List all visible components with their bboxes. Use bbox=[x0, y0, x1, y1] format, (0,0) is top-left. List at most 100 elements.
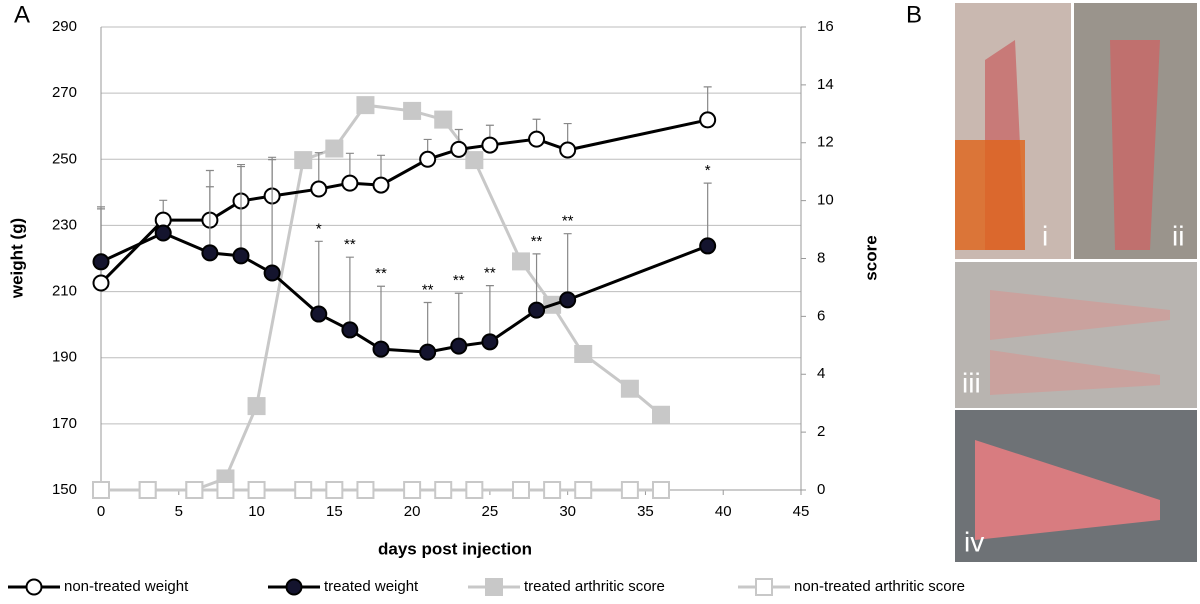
data-point bbox=[574, 344, 593, 363]
annotation: ** bbox=[453, 272, 465, 289]
x-tick-label: 30 bbox=[559, 503, 576, 520]
data-point bbox=[325, 481, 344, 499]
panel-label: B bbox=[906, 1, 922, 28]
x-axis-label: days post injection bbox=[378, 539, 532, 558]
x-tick-label: 35 bbox=[637, 503, 654, 520]
y-tick-label: 170 bbox=[52, 415, 77, 432]
y-tick-label: 230 bbox=[52, 216, 77, 233]
data-point bbox=[434, 481, 453, 499]
error-bar bbox=[237, 165, 245, 256]
annotation: ** bbox=[375, 265, 387, 282]
data-point bbox=[138, 481, 157, 499]
annotation: ** bbox=[531, 233, 543, 250]
annotation: ** bbox=[344, 236, 356, 253]
y2-tick-label: 0 bbox=[817, 481, 825, 498]
data-point bbox=[652, 481, 670, 499]
x-tick-label: 20 bbox=[404, 503, 421, 520]
data-point bbox=[450, 337, 468, 355]
data-point bbox=[419, 343, 437, 361]
legend-label: treated weight bbox=[324, 578, 419, 595]
x-tick-label: 45 bbox=[793, 503, 810, 520]
data-point bbox=[154, 224, 172, 242]
error-bar bbox=[454, 292, 463, 347]
legend-marker bbox=[285, 578, 303, 596]
data-point bbox=[92, 481, 110, 499]
y2-tick-label: 12 bbox=[817, 134, 834, 151]
data-point bbox=[528, 301, 546, 319]
x-tick-label: 40 bbox=[715, 503, 732, 520]
data-point bbox=[528, 130, 546, 148]
data-point bbox=[294, 151, 313, 170]
x-tick-label: 10 bbox=[248, 503, 265, 520]
annotation: ** bbox=[484, 265, 496, 282]
data-point bbox=[403, 101, 422, 120]
series-line bbox=[99, 118, 708, 285]
data-point bbox=[512, 252, 530, 271]
annotation: * bbox=[316, 220, 322, 237]
data-point bbox=[403, 481, 422, 499]
data-point bbox=[372, 176, 390, 194]
y-tick-label: 250 bbox=[52, 150, 77, 167]
photo-caption: ii bbox=[1172, 220, 1184, 251]
series-line bbox=[101, 103, 662, 492]
panel-label: A bbox=[14, 1, 30, 28]
photo-caption: iii bbox=[962, 367, 981, 398]
data-point bbox=[512, 481, 530, 499]
error-bar bbox=[377, 285, 385, 350]
data-point bbox=[481, 136, 499, 154]
y-tick-label: 150 bbox=[52, 481, 77, 498]
x-tick-label: 25 bbox=[482, 503, 499, 520]
y-tick-label: 210 bbox=[52, 283, 77, 300]
data-point bbox=[434, 110, 453, 129]
data-point bbox=[92, 274, 110, 292]
data-point bbox=[201, 244, 219, 262]
y2-tick-label: 6 bbox=[817, 307, 825, 324]
data-point bbox=[574, 481, 593, 499]
legend-marker bbox=[25, 578, 43, 596]
photo-caption: iv bbox=[964, 526, 984, 557]
data-point bbox=[372, 340, 390, 358]
legend-label: treated arthritic score bbox=[524, 578, 665, 595]
y-tick-label: 290 bbox=[52, 18, 77, 35]
x-tick-label: 5 bbox=[175, 503, 183, 520]
x-tick-label: 15 bbox=[326, 503, 343, 520]
data-point bbox=[341, 174, 359, 192]
data-point bbox=[481, 333, 499, 351]
y2-tick-label: 2 bbox=[817, 423, 825, 440]
y-tick-label: 270 bbox=[52, 84, 77, 101]
y-axis-label: weight (g) bbox=[7, 218, 26, 299]
y2-tick-label: 8 bbox=[817, 249, 825, 266]
y-tick-label: 190 bbox=[52, 349, 77, 366]
legend-label: non-treated arthritic score bbox=[794, 578, 965, 595]
photo-caption: i bbox=[1042, 220, 1048, 251]
annotation: * bbox=[705, 162, 711, 179]
photo-panel bbox=[955, 3, 1197, 562]
data-point bbox=[232, 247, 250, 265]
data-point bbox=[247, 481, 266, 499]
data-point bbox=[465, 151, 484, 170]
y2-axis-label: score bbox=[861, 235, 880, 280]
y2-tick-label: 10 bbox=[817, 192, 834, 209]
data-point bbox=[325, 139, 344, 158]
data-point bbox=[247, 397, 266, 416]
data-point bbox=[341, 321, 359, 339]
data-point bbox=[652, 405, 670, 424]
error-bar bbox=[703, 182, 712, 246]
error-bar bbox=[532, 253, 541, 311]
error-bar bbox=[485, 285, 494, 342]
y2-tick-label: 14 bbox=[817, 76, 834, 93]
series-line bbox=[100, 231, 709, 354]
data-point bbox=[92, 253, 110, 271]
error-bar bbox=[345, 256, 354, 330]
error-bar bbox=[205, 186, 214, 253]
error-bar bbox=[97, 208, 105, 262]
y2-tick-label: 16 bbox=[817, 18, 834, 35]
data-point bbox=[216, 481, 235, 499]
data-point bbox=[356, 96, 375, 115]
legend-marker bbox=[485, 578, 503, 596]
data-point bbox=[294, 481, 313, 499]
data-point bbox=[263, 264, 281, 282]
annotation: ** bbox=[562, 213, 574, 230]
data-point bbox=[465, 481, 484, 499]
